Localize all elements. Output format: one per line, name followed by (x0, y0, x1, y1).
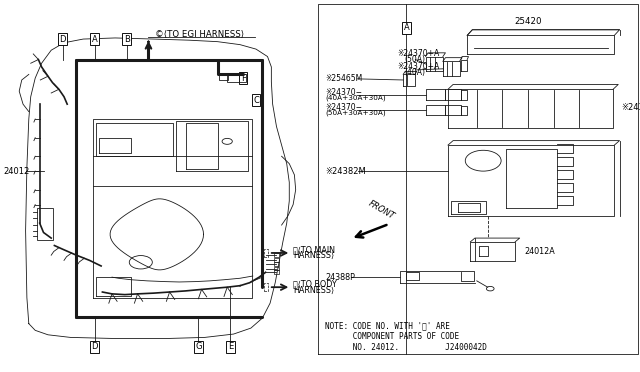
Text: NOTE: CODE NO. WITH '※' ARE
      COMPONENT PARTS OF CODE
      NO. 24012.      : NOTE: CODE NO. WITH '※' ARE COMPONENT PA… (325, 322, 487, 352)
Text: HARNESS⟩: HARNESS⟩ (293, 251, 334, 260)
Bar (219, 74, 228, 80)
Bar (227, 74, 246, 82)
Bar (274, 253, 279, 257)
Text: A: A (92, 35, 97, 44)
Text: E: E (228, 342, 233, 351)
Text: ※24370+A: ※24370+A (397, 49, 439, 58)
Text: (50A): (50A) (404, 55, 426, 64)
Text: D: D (60, 35, 66, 44)
Text: (40A): (40A) (404, 68, 426, 77)
Bar (37, 208, 53, 240)
Text: 24388P: 24388P (325, 273, 355, 282)
Text: D: D (92, 342, 98, 351)
Text: ⓐ⟨TO BODY: ⓐ⟨TO BODY (293, 280, 337, 289)
Text: G: G (195, 342, 202, 351)
Text: ©⟨TO EGI HARNESS⟩: ©⟨TO EGI HARNESS⟩ (155, 30, 244, 39)
Text: ※24381: ※24381 (621, 103, 640, 112)
Text: 25420: 25420 (515, 17, 541, 26)
Text: ※24370−: ※24370− (325, 88, 362, 97)
Bar (274, 262, 279, 266)
Text: A: A (404, 23, 409, 32)
Bar (274, 258, 279, 262)
Text: C: C (253, 96, 259, 105)
Text: (40A+30A+30A): (40A+30A+30A) (325, 94, 386, 101)
Text: ※25465M: ※25465M (325, 74, 362, 83)
Text: ※24370−: ※24370− (325, 103, 362, 112)
Text: B: B (124, 35, 130, 44)
Text: (50A+30A+30A): (50A+30A+30A) (325, 110, 386, 116)
Text: 24012: 24012 (4, 167, 30, 176)
Text: 24012A: 24012A (525, 247, 556, 256)
Text: ※24370+A: ※24370+A (397, 62, 439, 71)
Text: FRONT: FRONT (367, 199, 396, 221)
Bar (274, 267, 279, 270)
Text: HARNESS⟩: HARNESS⟩ (293, 286, 334, 295)
Text: ⓑ⟨TO MAIN: ⓑ⟨TO MAIN (293, 246, 335, 254)
Bar (274, 270, 279, 274)
Text: ※24382M: ※24382M (325, 167, 366, 176)
Text: F: F (241, 74, 246, 83)
